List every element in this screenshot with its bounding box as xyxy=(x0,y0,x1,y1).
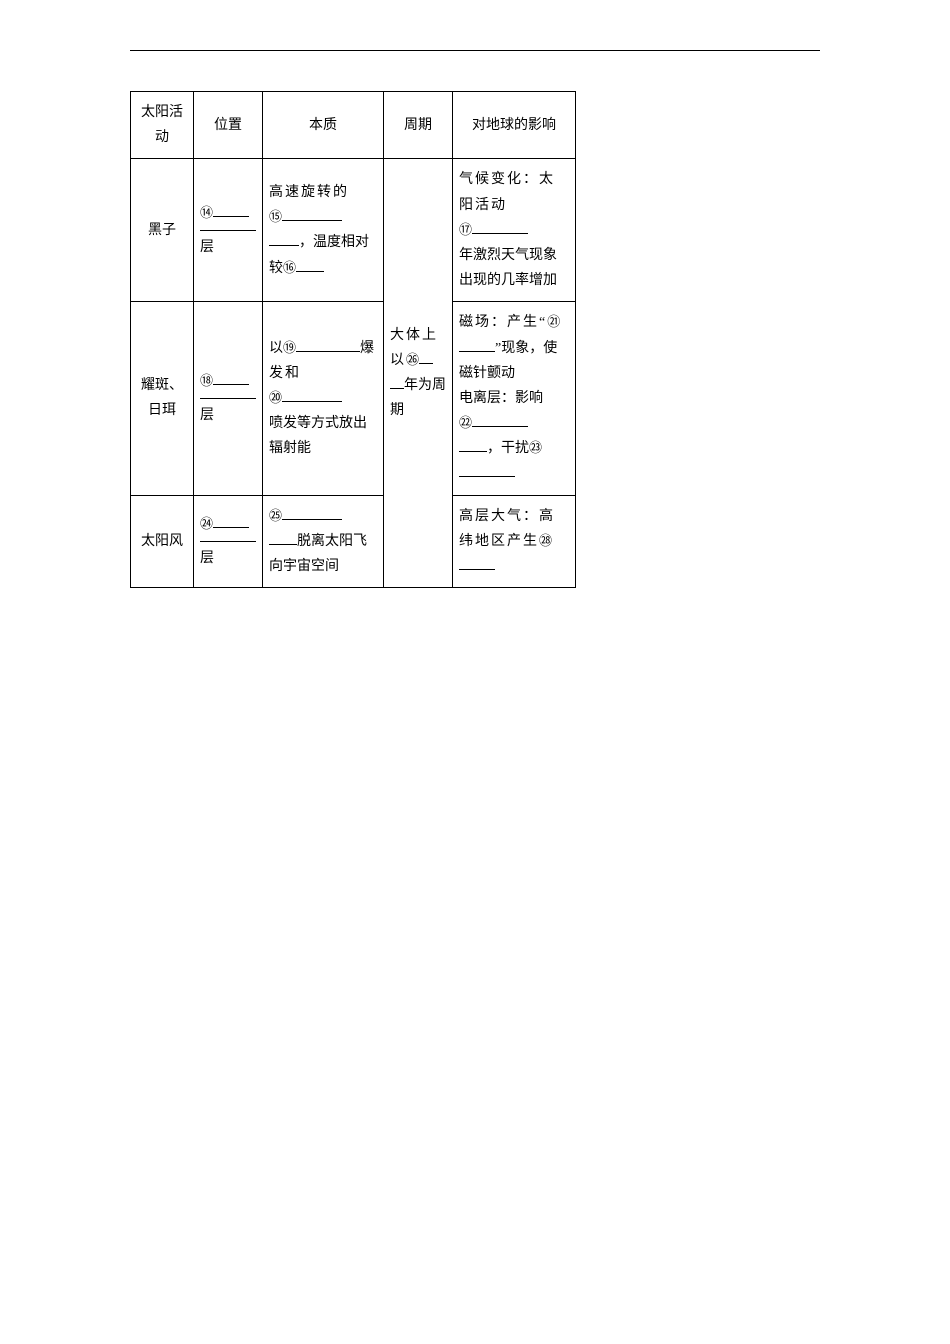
blank-number-icon: ㉒ xyxy=(459,415,472,430)
fill-blank xyxy=(282,506,342,520)
header-nature: 本质 xyxy=(263,92,384,159)
cell-divider xyxy=(200,230,256,231)
blank-number-icon: ⑰ xyxy=(459,222,472,237)
blank-number-icon: ⑳ xyxy=(269,390,282,405)
header-activity: 太阳活动 xyxy=(131,92,194,159)
fill-blank xyxy=(459,338,495,352)
fill-blank xyxy=(269,233,299,247)
fill-blank xyxy=(282,388,342,402)
fill-blank xyxy=(213,514,249,528)
blank-number-icon: ⑲ xyxy=(283,340,296,355)
cell-impact-wind: 高层大气：高纬地区产生㉘ xyxy=(453,495,576,588)
fill-blank xyxy=(419,351,433,365)
nature-text: 以 xyxy=(269,341,283,356)
fill-blank xyxy=(296,338,346,352)
table-row: 太阳风 ㉔ 层 ㉕ 脱离太阳飞向宇宙空间 高层大气：高纬地区产生㉘ xyxy=(131,495,576,588)
position-suffix: 层 xyxy=(200,551,214,566)
position-suffix: 层 xyxy=(200,408,214,423)
solar-activity-table: 太阳活动 位置 本质 周期 对地球的影响 黑子 ⑭ 层 高速旋转的 ⑮ ，温度相… xyxy=(130,91,576,588)
cell-nature-sunspot: 高速旋转的 ⑮ ，温度相对较⑯ xyxy=(263,159,384,302)
cell-divider xyxy=(200,541,256,542)
header-period: 周期 xyxy=(384,92,453,159)
blank-number-icon: ㉕ xyxy=(269,508,282,523)
fill-blank xyxy=(213,203,249,217)
cell-divider xyxy=(200,398,256,399)
position-suffix: 层 xyxy=(200,240,214,255)
cell-nature-wind: ㉕ 脱离太阳飞向宇宙空间 xyxy=(263,495,384,588)
cell-impact-sunspot: 气候变化：太阳活动 ⑰ 年激烈天气现象出现的几率增加 xyxy=(453,159,576,302)
impact-text: 年激烈天气现象出现的几率增加 xyxy=(459,248,557,288)
fill-blank xyxy=(296,258,324,272)
blank-number-icon: ⑮ xyxy=(269,209,282,224)
fill-blank xyxy=(472,413,528,427)
cell-period: 大体上以㉖年为周期 xyxy=(384,159,453,588)
fill-blank xyxy=(459,556,495,570)
cell-impact-flare: 磁场：产生“㉑”现象，使磁针颤动 电离层：影响 ㉒ ，干扰㉓ xyxy=(453,302,576,495)
blank-number-icon: ㉑ xyxy=(547,314,560,329)
cell-nature-flare: 以⑲爆发和 ⑳ 喷发等方式放出辐射能 xyxy=(263,302,384,495)
cell-activity-flare: 耀斑、日珥 xyxy=(131,302,194,495)
fill-blank xyxy=(459,439,487,453)
blank-number-icon: ⑭ xyxy=(200,205,213,220)
blank-number-icon: ㉔ xyxy=(200,516,213,531)
blank-number-icon: ⑱ xyxy=(200,373,213,388)
header-impact: 对地球的影响 xyxy=(453,92,576,159)
header-position: 位置 xyxy=(194,92,263,159)
blank-number-icon: ㉘ xyxy=(539,533,552,548)
impact-text: 气候变化：太阳活动 xyxy=(459,172,555,212)
fill-blank xyxy=(459,464,515,478)
nature-text: 喷发等方式放出辐射能 xyxy=(269,416,367,456)
impact-text: ，干扰 xyxy=(487,441,529,456)
fill-blank xyxy=(390,376,404,390)
cell-position-sunspot: ⑭ 层 xyxy=(194,159,263,302)
cell-position-wind: ㉔ 层 xyxy=(194,495,263,588)
fill-blank xyxy=(282,208,342,222)
cell-activity-wind: 太阳风 xyxy=(131,495,194,588)
fill-blank xyxy=(472,220,528,234)
document-page: 太阳活动 位置 本质 周期 对地球的影响 黑子 ⑭ 层 高速旋转的 ⑮ ，温度相… xyxy=(0,0,950,588)
fill-blank xyxy=(269,531,297,545)
fill-blank xyxy=(213,371,249,385)
page-top-rule xyxy=(130,50,820,51)
nature-text: 高速旋转的 xyxy=(269,185,349,200)
cell-position-flare: ⑱ 层 xyxy=(194,302,263,495)
cell-activity-sunspot: 黑子 xyxy=(131,159,194,302)
blank-number-icon: ㉓ xyxy=(529,440,542,455)
table-row: 耀斑、日珥 ⑱ 层 以⑲爆发和 ⑳ 喷发等方式放出辐射能 磁场：产生“㉑”现象，… xyxy=(131,302,576,495)
blank-number-icon: ⑯ xyxy=(283,260,296,275)
table-header-row: 太阳活动 位置 本质 周期 对地球的影响 xyxy=(131,92,576,159)
impact-text: 磁场：产生“ xyxy=(459,315,547,330)
impact-text: 电离层：影响 xyxy=(459,391,543,406)
fill-blank xyxy=(346,338,360,352)
table-row: 黑子 ⑭ 层 高速旋转的 ⑮ ，温度相对较⑯ 大体上以㉖年为周期 气候变化：太阳… xyxy=(131,159,576,302)
blank-number-icon: ㉖ xyxy=(406,352,419,367)
